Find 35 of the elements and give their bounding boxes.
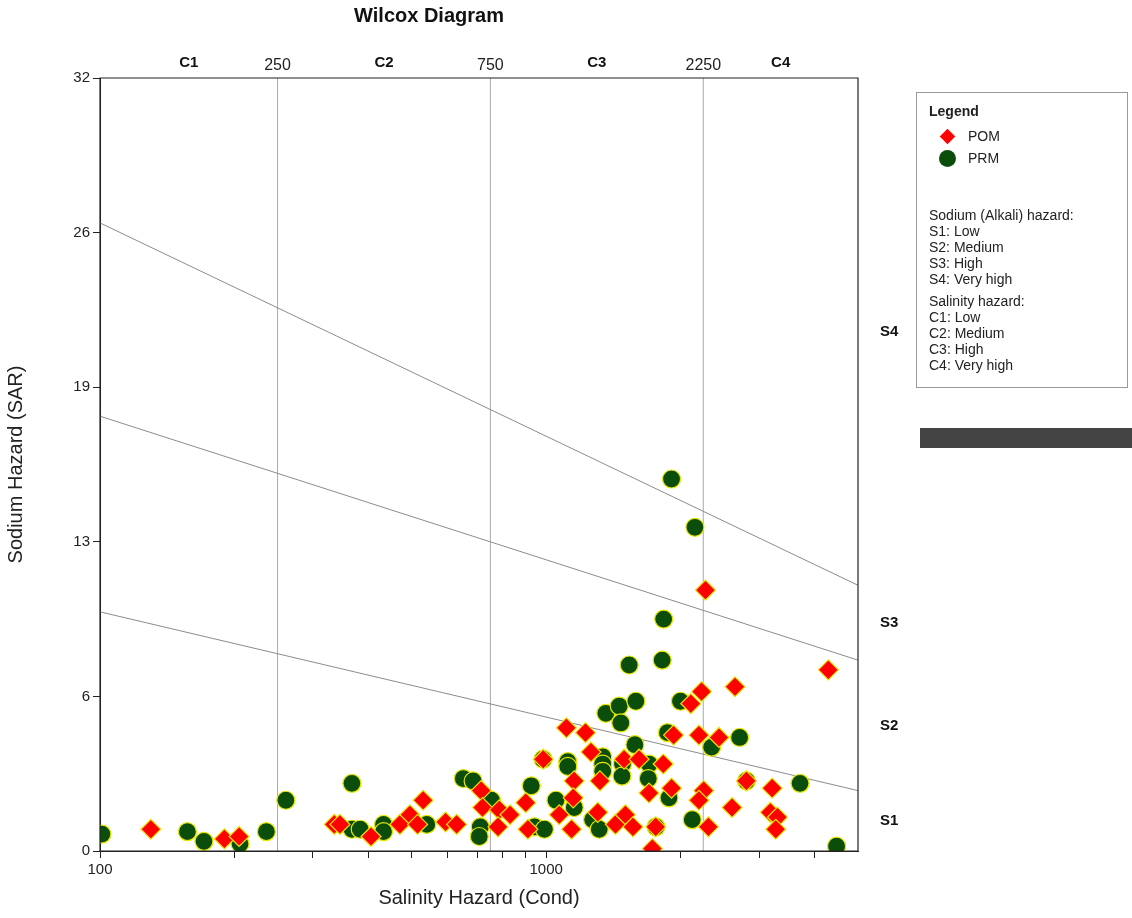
text: C4 xyxy=(771,52,791,70)
text: S1 xyxy=(880,810,899,828)
y-tick-label: 32 xyxy=(73,68,90,86)
text: C3: High xyxy=(928,341,985,357)
y-tick-label: 0 xyxy=(81,841,90,859)
chart-title: Wilcox Diagram xyxy=(354,3,504,26)
text: S1: Low xyxy=(928,223,981,239)
y-tick-label: 13 xyxy=(73,531,90,549)
text: S3: High xyxy=(928,255,984,271)
text: Sodium (Alkali) hazard: xyxy=(928,207,1075,223)
ref-line-label: 250 xyxy=(264,56,291,74)
text: S4: Very high xyxy=(928,271,1014,287)
x-tick-label: 1000 xyxy=(529,860,563,878)
y-tick-label: 6 xyxy=(81,686,90,704)
x-tick-label: 100 xyxy=(87,860,113,878)
text: S3 xyxy=(880,612,899,630)
text: S2: Medium xyxy=(928,239,1005,255)
legend-label: POM xyxy=(968,128,1000,144)
ref-line-label: 2250 xyxy=(685,56,722,74)
x-axis-title: Salinity Hazard (Cond) xyxy=(378,885,580,908)
text: C1: Low xyxy=(928,309,982,325)
text: C2: Medium xyxy=(928,325,1006,341)
legend-title: Legend xyxy=(928,103,980,119)
text: S2 xyxy=(880,715,899,733)
text: Salinity hazard: xyxy=(928,293,1026,309)
text: C1 xyxy=(179,52,199,70)
text: C4: Very high xyxy=(928,357,1015,373)
y-tick-label: 19 xyxy=(73,377,90,395)
text: S4 xyxy=(880,321,899,339)
text: C2 xyxy=(374,52,394,70)
ref-line-label: 750 xyxy=(477,56,504,74)
text: C3 xyxy=(587,52,607,70)
y-tick-label: 26 xyxy=(73,222,90,240)
y-axis-title: Sodium Hazard (SAR) xyxy=(3,365,26,564)
legend-label: PRM xyxy=(968,150,1000,166)
